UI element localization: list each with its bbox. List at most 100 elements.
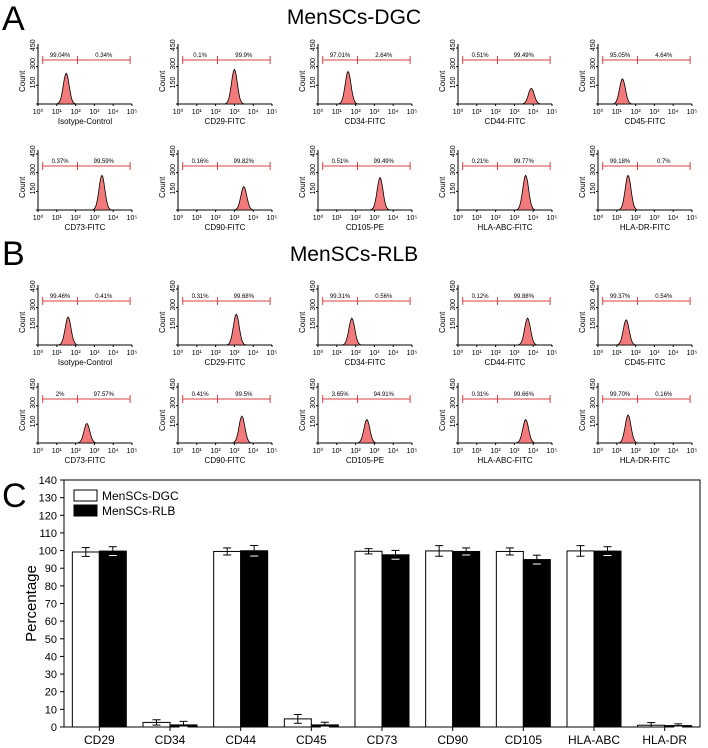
x-tick-label: 10¹ [52, 109, 63, 116]
gate-right-percent: 0.56% [375, 294, 393, 300]
y-axis-label: Count [578, 311, 587, 333]
y-tick-label: 300 [30, 397, 37, 409]
histogram-peak [458, 317, 552, 346]
histogram-peak [318, 176, 412, 211]
legend-swatch-rlb [73, 504, 98, 517]
x-tick-label: CD44 [225, 733, 256, 747]
y-tick-label: 150 [590, 77, 597, 89]
x-tick-label: 10³ [89, 215, 100, 222]
x-tick-label: 10⁵ [407, 215, 418, 222]
x-tick-label: 10⁰ [453, 349, 464, 357]
x-tick-label: CD45 [296, 733, 327, 747]
x-tick-label: 10³ [649, 215, 660, 222]
x-tick-label: 10¹ [472, 350, 483, 357]
gate-right-percent: 2.64% [375, 53, 393, 59]
x-tick-label: 10⁴ [108, 109, 119, 116]
marker-label: CD45-FITC [625, 117, 666, 126]
gate-right-percent: 0.16% [655, 392, 673, 398]
x-tick-label: CD34 [155, 733, 186, 747]
x-tick-label: 10³ [649, 350, 660, 357]
y-tick-label: 140 [39, 475, 57, 487]
x-tick-label: 10⁴ [528, 448, 539, 455]
y-tick-label: 130 [39, 493, 57, 505]
x-tick-label: 10⁵ [547, 215, 558, 222]
x-tick-label: 10¹ [472, 448, 483, 455]
histogram-peak [598, 414, 692, 444]
x-tick-label: 10⁰ [33, 349, 44, 357]
x-tick-label: 10⁴ [528, 109, 539, 116]
x-tick-label: 10³ [89, 109, 100, 116]
marker-label: CD44-FITC [485, 117, 526, 126]
x-tick-label: 10⁴ [108, 350, 119, 357]
x-tick-label: 10³ [229, 109, 240, 116]
y-tick-label: 150 [450, 318, 457, 330]
histogram-b-8: 150 300 450 Count 10⁰ 10¹ 10² 10³ 10⁴ 10⁵ 3.65% 94.… [298, 378, 417, 465]
y-tick-label: 450 [590, 378, 597, 390]
y-tick-label: 450 [310, 39, 317, 51]
x-tick-label: 10¹ [612, 109, 623, 116]
y-tick-label: 300 [170, 58, 177, 70]
histogram-b-4: 150 300 450 Count 10⁰ 10¹ 10² 10³ 10⁴ 10⁵ 0.12% 99.… [438, 280, 557, 367]
y-tick-label: 450 [590, 145, 597, 157]
x-tick-label: 10⁵ [407, 109, 418, 116]
bar-dgc [425, 550, 454, 728]
x-tick-label: 10⁴ [388, 109, 399, 116]
y-axis-label: Count [18, 409, 27, 431]
x-tick-label: 10⁰ [313, 447, 324, 455]
marker-label: CD90-FITC [205, 456, 246, 465]
histogram-a-2: 150 300 450 Count 10⁰ 10¹ 10² 10³ 10⁴ 10⁵ 0.1% 99.9… [158, 39, 277, 126]
y-tick-label: 450 [30, 378, 37, 390]
marker-label: HLA-ABC-FITC [477, 223, 532, 232]
histogram-a-3: 150 300 450 Count 10⁰ 10¹ 10² 10³ 10⁴ 10⁵ 97.01% 2.… [298, 39, 417, 126]
marker-label: CD73-FITC [65, 456, 106, 465]
histogram-b-2: 150 300 450 Count 10⁰ 10¹ 10² 10³ 10⁴ 10⁵ 0.31% 99.… [158, 280, 277, 367]
histogram-a-6: 150 300 450 Count 10⁰ 10¹ 10² 10³ 10⁴ 10⁵ 0.37% 99.… [18, 145, 137, 232]
y-tick-label: 300 [310, 164, 317, 176]
y-tick-label: 80 [45, 581, 57, 593]
gate-left-percent: 0.1% [193, 53, 207, 59]
y-tick-label: 70 [45, 599, 57, 611]
y-tick-label: 450 [170, 280, 177, 292]
x-tick-label: 10² [351, 215, 362, 222]
x-tick-label: 10⁰ [453, 447, 464, 455]
x-tick-label: 10³ [369, 448, 380, 455]
x-tick-label: 10¹ [612, 350, 623, 357]
y-axis-label: Count [298, 311, 307, 333]
y-tick-label: 450 [30, 145, 37, 157]
x-tick-label: 10⁰ [593, 214, 604, 222]
x-tick-label: 10³ [369, 350, 380, 357]
x-tick-label: 10⁵ [547, 448, 558, 455]
marker-label: HLA-ABC-FITC [477, 456, 532, 465]
gate-right-percent: 99.66% [514, 392, 535, 398]
y-tick-label: 150 [30, 318, 37, 330]
x-tick-label: 10¹ [52, 448, 63, 455]
x-tick-label: 10³ [509, 448, 520, 455]
x-tick-label: 10³ [369, 109, 380, 116]
y-tick-label: 50 [45, 634, 57, 646]
x-tick-label: 10² [351, 448, 362, 455]
gate-right-percent: 0.54% [655, 294, 673, 300]
y-tick-label: 300 [450, 299, 457, 311]
histogram-peak [178, 415, 272, 444]
x-tick-label: 10⁵ [687, 215, 698, 222]
x-tick-label: 10³ [509, 109, 520, 116]
x-tick-label: 10³ [89, 448, 100, 455]
gate-left-percent: 99.31% [330, 294, 351, 300]
bar-rlb [593, 550, 622, 728]
x-tick-label: 10⁰ [313, 108, 324, 116]
x-tick-label: 10² [71, 448, 82, 455]
x-tick-label: 10⁵ [267, 109, 278, 116]
x-tick-label: 10³ [89, 350, 100, 357]
y-tick-label: 100 [39, 546, 57, 558]
x-tick-label: 10² [211, 350, 222, 357]
y-tick-label: 150 [310, 183, 317, 195]
gate-left-percent: 0.41% [192, 392, 210, 398]
panel-b-title: MenSCs-RLB [290, 243, 418, 266]
histogram-b-5: 150 300 450 Count 10⁰ 10¹ 10² 10³ 10⁴ 10⁵ 99.37% 0.… [578, 280, 697, 367]
histogram-peak [458, 418, 552, 444]
y-tick-label: 300 [30, 299, 37, 311]
y-tick-label: 300 [450, 397, 457, 409]
legend-label: MenSCs-DGC [102, 489, 179, 503]
x-tick-label: 10³ [369, 215, 380, 222]
